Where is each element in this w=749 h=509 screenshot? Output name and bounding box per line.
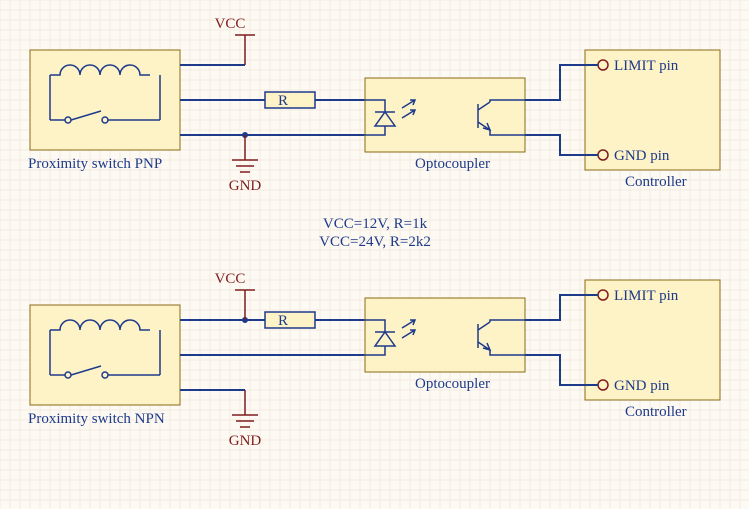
gnd-label-top: GND (229, 178, 262, 194)
gnd-label-bottom: GND (229, 433, 262, 449)
controller-top: LIMIT pin GND pin (585, 50, 720, 170)
opto-label-bottom: Optocoupler (415, 376, 490, 392)
optocoupler-bottom (365, 298, 525, 372)
svg-text:R: R (278, 93, 288, 109)
vcc-label-bottom: VCC (215, 271, 246, 287)
resistor-top: R (265, 92, 315, 109)
controller-label-top: Controller (625, 174, 687, 190)
svg-text:R: R (278, 313, 288, 329)
limit-pin-label-top: LIMIT pin (614, 58, 679, 74)
controller-label-bottom: Controller (625, 404, 687, 420)
proximity-switch-npn (30, 305, 195, 405)
opto-label-top: Optocoupler (415, 156, 490, 172)
controller-bottom: LIMIT pin GND pin (585, 280, 720, 400)
note-line-2: VCC=24V, R=2k2 (319, 234, 431, 250)
vcc-label-top: VCC (215, 16, 246, 32)
prox-pnp-label: Proximity switch PNP (28, 156, 162, 172)
limit-pin-label-bottom: LIMIT pin (614, 288, 679, 304)
proximity-switch-pnp (30, 50, 195, 150)
note-line-1: VCC=12V, R=1k (323, 216, 428, 232)
optocoupler-top (365, 78, 525, 152)
resistor-bottom: R (265, 312, 315, 329)
prox-npn-label: Proximity switch NPN (28, 411, 165, 427)
gnd-pin-label-bottom: GND pin (614, 378, 670, 394)
gnd-pin-label-top: GND pin (614, 148, 670, 164)
